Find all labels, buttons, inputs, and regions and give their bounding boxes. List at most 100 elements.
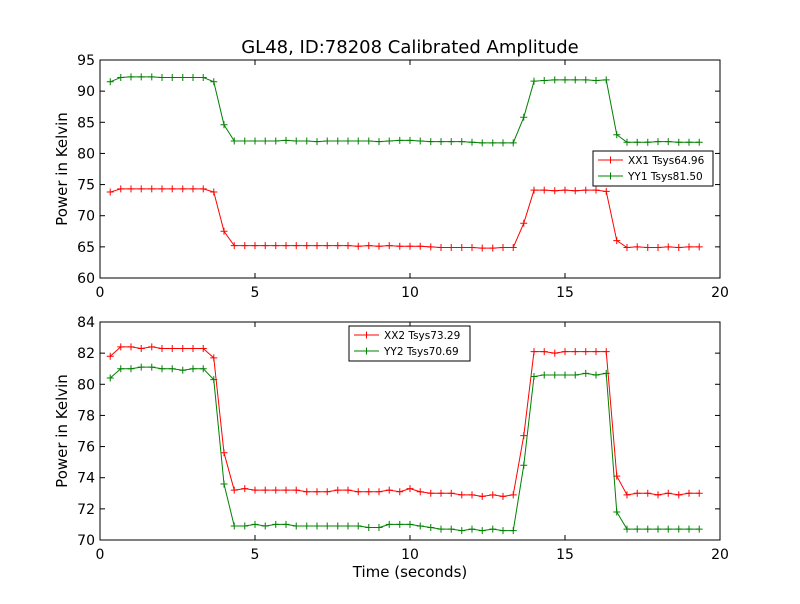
data-point-marker <box>313 488 321 496</box>
data-point-marker <box>354 488 362 496</box>
data-point-marker <box>602 76 610 84</box>
data-point-marker <box>489 244 497 252</box>
x-tick-label: 20 <box>711 285 729 301</box>
data-point-marker <box>633 243 641 251</box>
data-point-marker <box>551 349 559 357</box>
data-point-marker <box>272 520 280 528</box>
data-point-marker <box>375 138 383 146</box>
data-point-marker <box>241 485 249 493</box>
data-point-marker <box>189 185 197 193</box>
data-point-marker <box>664 489 672 497</box>
data-point-marker <box>189 73 197 81</box>
data-point-marker <box>137 363 145 371</box>
data-point-marker <box>654 525 662 533</box>
data-point-marker <box>406 520 414 528</box>
data-point-marker <box>292 522 300 530</box>
data-point-marker <box>396 520 404 528</box>
data-point-marker <box>530 373 538 380</box>
data-point-marker <box>199 365 207 373</box>
data-point-marker <box>127 185 135 193</box>
data-point-marker <box>334 242 342 250</box>
y-tick-label: 70 <box>77 209 95 225</box>
x-tick-label: 5 <box>251 547 260 563</box>
data-point-marker <box>633 525 641 533</box>
data-point-marker <box>199 344 207 352</box>
legend-marker <box>363 347 370 355</box>
data-point-marker <box>261 242 269 250</box>
y-tick-label: 90 <box>77 84 95 100</box>
data-point-marker <box>344 522 352 530</box>
data-point-marker <box>303 137 311 145</box>
data-point-marker <box>137 185 145 193</box>
data-point-marker <box>551 371 559 379</box>
data-point-marker <box>396 136 404 144</box>
data-point-marker <box>695 138 703 146</box>
data-point-marker <box>416 522 424 530</box>
data-point-marker <box>168 365 176 373</box>
legend-entry-label: YY2 Tsys70.69 <box>383 346 459 358</box>
data-point-marker <box>127 343 135 351</box>
y-tick-label: 78 <box>77 408 95 424</box>
data-point-marker <box>117 365 125 373</box>
data-point-marker <box>106 78 114 86</box>
data-point-marker <box>571 371 579 379</box>
data-point-marker <box>489 525 497 533</box>
data-point-marker <box>168 344 176 352</box>
data-point-marker <box>602 348 610 356</box>
data-point-marker <box>478 492 486 500</box>
data-point-marker <box>540 77 548 85</box>
chart-title: GL48, ID:78208 Calibrated Amplitude <box>241 37 579 58</box>
data-point-marker <box>220 227 228 235</box>
data-point-marker <box>478 244 486 252</box>
data-point-marker <box>561 371 569 379</box>
data-point-marker <box>675 525 683 533</box>
data-point-marker <box>241 522 249 530</box>
data-point-marker <box>623 491 631 499</box>
data-point-marker <box>520 461 528 469</box>
data-point-marker <box>282 136 290 144</box>
data-point-marker <box>468 243 476 251</box>
data-point-marker <box>261 522 269 530</box>
data-point-marker <box>571 187 579 195</box>
data-point-marker <box>499 243 507 251</box>
data-point-marker <box>230 486 238 494</box>
data-point-marker <box>230 137 238 145</box>
data-point-marker <box>520 432 528 440</box>
data-point-marker <box>127 73 135 81</box>
y-tick-label: 72 <box>77 502 95 518</box>
data-point-marker <box>551 76 559 84</box>
y-tick-label: 70 <box>77 533 95 549</box>
data-point-marker <box>509 491 517 499</box>
data-point-marker <box>179 73 187 81</box>
data-point-marker <box>365 488 373 496</box>
data-point-marker <box>365 242 373 250</box>
data-point-marker <box>261 137 269 145</box>
data-point-marker <box>654 243 662 251</box>
data-point-marker <box>158 73 166 81</box>
data-point-marker <box>416 488 424 496</box>
series-line-xx1 <box>110 188 700 249</box>
data-point-marker <box>323 137 331 145</box>
data-point-marker <box>303 242 311 250</box>
y-tick-label: 65 <box>77 240 95 256</box>
data-point-marker <box>644 489 652 497</box>
y-tick-label: 80 <box>77 377 95 393</box>
x-tick-label: 0 <box>96 285 105 301</box>
data-point-marker <box>282 486 290 494</box>
data-point-marker <box>592 371 600 379</box>
data-point-marker <box>468 525 476 533</box>
data-point-marker <box>406 485 414 493</box>
data-point-marker <box>530 348 538 356</box>
series-line-xx2 <box>109 346 700 497</box>
data-point-marker <box>561 348 569 356</box>
data-point-marker <box>375 524 383 532</box>
data-point-marker <box>189 344 197 352</box>
data-point-marker <box>168 73 176 81</box>
data-point-marker <box>561 186 569 194</box>
data-point-marker <box>344 486 352 494</box>
data-point-marker <box>241 137 249 145</box>
data-point-marker <box>623 138 631 146</box>
data-point-marker <box>602 369 610 377</box>
data-point-marker <box>385 137 393 145</box>
